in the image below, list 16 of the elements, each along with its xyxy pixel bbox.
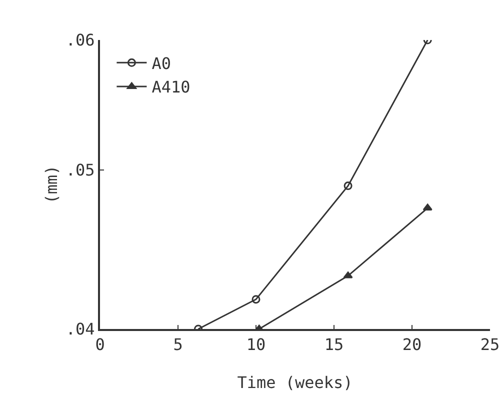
point — [422, 204, 432, 211]
x-tick-label: 15 — [324, 335, 344, 354]
x-tick-label: 10 — [246, 335, 266, 354]
y-tick-label: .05 — [66, 160, 95, 180]
y-axis-title: (mm) — [42, 165, 61, 204]
x-axis-title: Time (weeks) — [237, 373, 353, 392]
legend-label: A410 — [152, 78, 190, 97]
x-tick-label: 20 — [402, 335, 422, 354]
y-tick-label: .06 — [66, 30, 95, 50]
x-tick-label: 25 — [480, 335, 500, 354]
point — [343, 272, 353, 278]
y-tick-label: .04 — [66, 320, 95, 339]
x-tick-label: 5 — [173, 335, 183, 354]
point — [344, 182, 352, 190]
legend-label: A0 — [152, 54, 171, 73]
x-tick-label: 0 — [95, 335, 105, 354]
